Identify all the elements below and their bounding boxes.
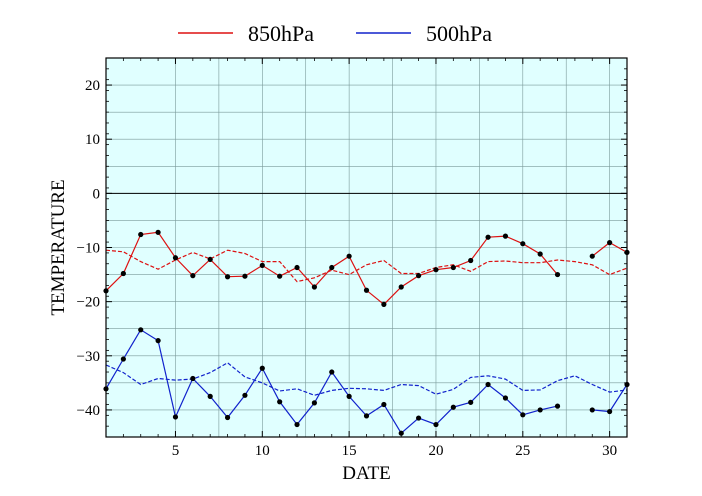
axis-ticks: 5 10 15 20 25 30 −40 −30 −20 −10 0 10 20 <box>77 57 628 459</box>
data-point <box>485 234 491 240</box>
data-point <box>242 392 248 398</box>
data-point <box>311 400 317 406</box>
data-point <box>311 284 317 290</box>
data-point <box>138 327 144 333</box>
data-point <box>363 413 370 419</box>
x-tick-label: 5 <box>172 443 180 459</box>
data-point <box>537 251 543 257</box>
data-point <box>138 231 144 238</box>
data-point <box>224 274 231 280</box>
data-point <box>502 233 509 239</box>
data-point <box>242 273 248 279</box>
data-point <box>433 421 439 428</box>
data-point <box>589 253 595 259</box>
data-point <box>381 301 387 307</box>
data-point <box>346 393 352 399</box>
x-tick-label: 25 <box>515 443 530 459</box>
y-tick-label: 0 <box>93 186 101 202</box>
data-point <box>485 381 491 388</box>
x-axis-title: DATE <box>342 463 391 484</box>
y-tick-label: −10 <box>77 241 100 257</box>
data-point <box>589 407 595 413</box>
data-point <box>433 267 439 273</box>
data-point <box>277 273 283 279</box>
data-point <box>207 393 213 399</box>
data-point <box>277 399 283 405</box>
data-point <box>398 430 404 436</box>
dashed-line-2 <box>105 249 628 283</box>
data-point <box>468 257 474 264</box>
data-point <box>294 421 300 428</box>
y-tick-label: −20 <box>77 295 100 311</box>
series-layer <box>103 229 630 436</box>
data-point <box>381 401 387 408</box>
data-point <box>398 284 404 290</box>
legend-label: 850hPa <box>248 21 314 46</box>
data-point <box>207 256 213 263</box>
data-point <box>224 414 231 421</box>
data-point <box>450 404 456 410</box>
y-tick-label: 10 <box>85 132 100 148</box>
legend: 850hPa 500hPa <box>178 21 492 46</box>
data-point <box>537 407 543 413</box>
data-point <box>416 273 422 279</box>
data-point <box>329 369 335 375</box>
x-tick-label: 30 <box>602 443 617 459</box>
data-point <box>155 338 161 344</box>
y-axis-title: TEMPERATURE <box>48 179 69 315</box>
x-tick-label: 15 <box>342 443 357 459</box>
data-point <box>502 395 509 401</box>
data-point <box>155 229 161 235</box>
data-point <box>120 270 126 277</box>
data-point <box>329 264 335 271</box>
data-point <box>190 375 196 382</box>
legend-label: 500hPa <box>426 21 492 46</box>
data-point <box>450 264 456 271</box>
data-point <box>294 264 300 271</box>
data-point <box>520 412 526 418</box>
x-tick-label: 20 <box>428 443 443 459</box>
x-tick-label: 10 <box>255 443 270 459</box>
data-point <box>190 273 196 279</box>
data-point <box>554 403 561 409</box>
data-point <box>468 399 474 405</box>
y-tick-label: −30 <box>77 349 100 365</box>
data-point <box>172 255 179 261</box>
data-point <box>172 414 179 420</box>
y-tick-label: −40 <box>77 403 100 419</box>
data-point <box>554 271 561 278</box>
data-point <box>259 365 265 371</box>
data-point <box>259 262 265 268</box>
y-tick-label: 20 <box>85 78 100 94</box>
data-point <box>416 415 422 421</box>
data-point <box>346 253 352 259</box>
data-point <box>607 240 613 246</box>
data-point <box>520 241 526 247</box>
data-point <box>607 408 613 415</box>
data-point <box>120 356 126 362</box>
data-point <box>363 287 370 293</box>
